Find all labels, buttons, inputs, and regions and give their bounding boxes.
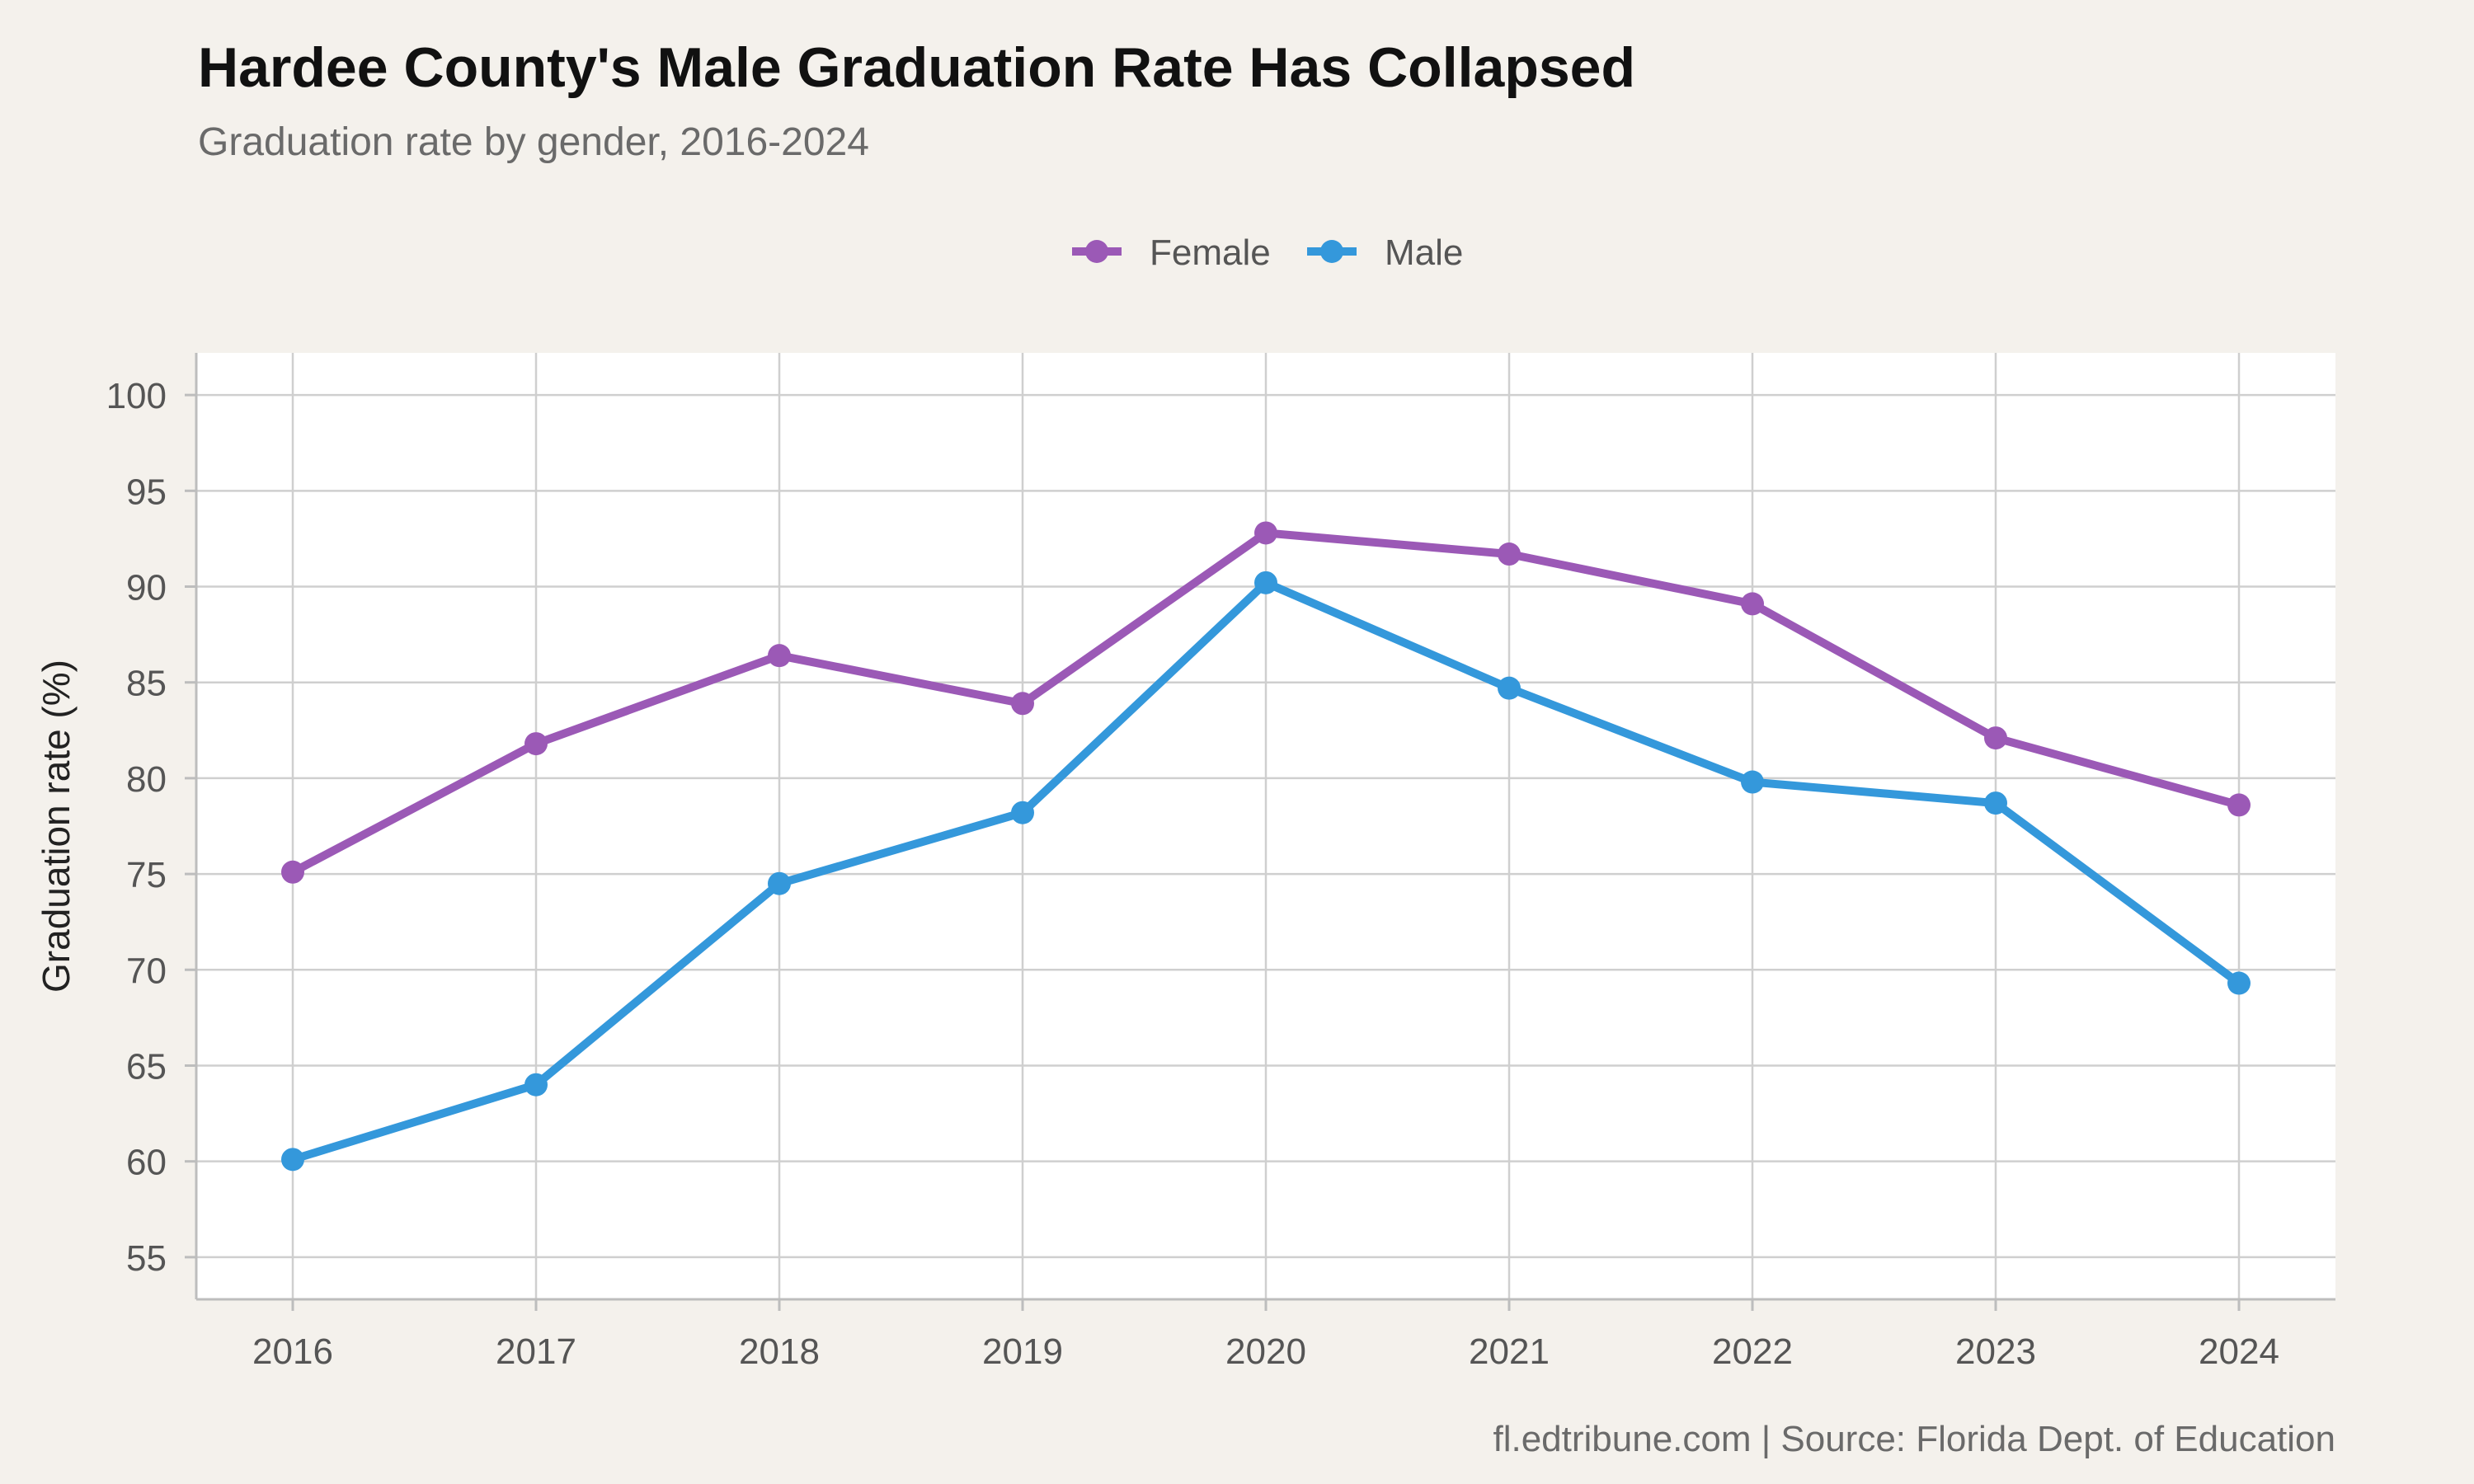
data-point-female (1741, 592, 1764, 616)
series-layer (281, 521, 2251, 1172)
data-point-male (2227, 971, 2251, 995)
y-tick-label: 85 (126, 664, 167, 704)
data-point-male (1498, 676, 1521, 700)
legend: Female Male (1072, 232, 1463, 273)
data-point-male (524, 1073, 548, 1097)
y-tick-label: 80 (126, 759, 167, 800)
y-axis-label: Graduation rate (%) (35, 660, 78, 993)
x-tick-label: 2021 (1469, 1331, 1550, 1372)
data-point-male (281, 1148, 304, 1172)
y-tick-label: 75 (126, 855, 167, 895)
y-tick-label: 70 (126, 951, 167, 991)
chart-subtitle: Graduation rate by gender, 2016-2024 (198, 120, 869, 164)
data-point-female (1498, 542, 1521, 566)
x-tick-label: 2022 (1712, 1331, 1793, 1372)
y-tick-label: 100 (106, 376, 167, 416)
data-point-female (1011, 692, 1034, 716)
y-tick-label: 55 (126, 1238, 167, 1279)
legend-label: Male (1385, 232, 1463, 273)
data-point-male (768, 871, 791, 895)
x-tick-label: 2023 (1955, 1331, 2036, 1372)
x-tick-label: 2016 (252, 1331, 333, 1372)
legend-swatch-marker (1320, 240, 1343, 263)
data-point-female (2227, 793, 2251, 817)
data-point-female (768, 644, 791, 668)
legend-label: Female (1150, 232, 1271, 273)
data-point-female (281, 860, 304, 884)
y-tick-label: 90 (126, 568, 167, 608)
x-tick-label: 2019 (982, 1331, 1063, 1372)
x-tick-label: 2017 (496, 1331, 576, 1372)
axes: 55 60 65 70 75 80 85 90 95 100 2016 2017 2018 2019 202… (106, 376, 2279, 1372)
data-point-female (1984, 726, 2007, 750)
data-point-male (1741, 770, 1764, 794)
grid (196, 353, 2335, 1299)
y-tick-label: 60 (126, 1143, 167, 1183)
chart-title: Hardee County's Male Graduation Rate Has… (198, 36, 1635, 99)
data-point-male (1254, 571, 1277, 594)
data-point-female (524, 732, 548, 756)
data-point-male (1984, 791, 2007, 815)
x-tick-label: 2020 (1225, 1331, 1306, 1372)
data-point-male (1011, 801, 1034, 824)
y-tick-label: 95 (126, 472, 167, 512)
y-tick-label: 65 (126, 1046, 167, 1087)
chart-caption: fl.edtribune.com | Source: Florida Dept.… (1493, 1419, 2335, 1459)
x-tick-label: 2018 (739, 1331, 820, 1372)
legend-swatch-marker (1085, 240, 1108, 263)
x-tick-label: 2024 (2199, 1331, 2279, 1372)
data-point-female (1254, 521, 1277, 545)
